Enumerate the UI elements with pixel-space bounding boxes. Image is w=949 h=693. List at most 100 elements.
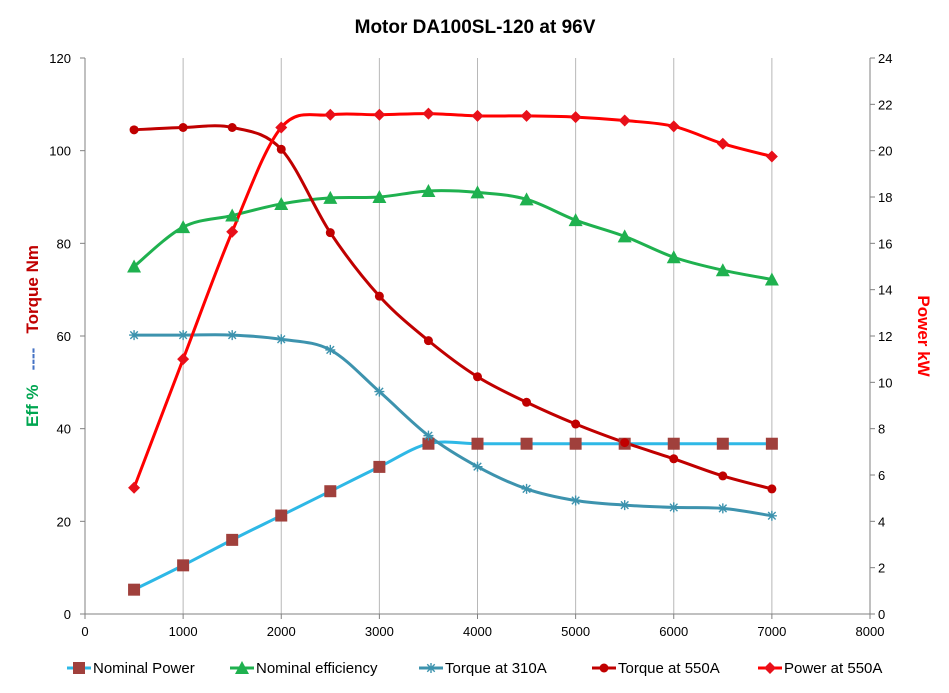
- legend-label-torque-at-310a: Torque at 310A: [445, 660, 547, 677]
- nominal-efficiency-point: [225, 208, 240, 222]
- legend-marker-nominal-efficiency: [235, 661, 249, 674]
- x-tick-label: 4000: [463, 624, 492, 639]
- nominal-efficiency-point: [764, 272, 779, 286]
- nominal-efficiency-point: [470, 185, 485, 199]
- right-tick-label: 14: [878, 283, 892, 298]
- torque-at-550a-point: [276, 144, 286, 154]
- left-tick-label: 20: [57, 514, 71, 529]
- nominal-power-point: [520, 437, 533, 450]
- right-tick-label: 0: [878, 607, 885, 622]
- torque-at-310a-point: [766, 510, 777, 521]
- power-at-550a-point: [177, 353, 190, 366]
- torque-at-310a-point: [521, 483, 532, 494]
- torque-at-550a-point: [669, 454, 679, 464]
- nominal-power-point: [422, 437, 435, 450]
- torque-at-550a-point: [620, 438, 630, 448]
- legend-marker-nominal-power: [73, 662, 85, 674]
- right-tick-label: 20: [878, 144, 892, 159]
- nominal-power-point: [275, 509, 288, 522]
- left-tick-label: 100: [49, 144, 71, 159]
- left-tick-label: 120: [49, 51, 71, 66]
- torque-at-550a-line: [133, 124, 773, 491]
- torque-at-310a-point: [423, 430, 434, 441]
- right-tick-label: 6: [878, 468, 885, 483]
- x-tick-label: 1000: [169, 624, 198, 639]
- left-tick-label: 40: [57, 422, 71, 437]
- nominal-power-point: [716, 437, 729, 450]
- nominal-power-point: [765, 437, 778, 450]
- nominal-efficiency-point: [568, 213, 583, 227]
- nominal-efficiency-point: [372, 190, 387, 203]
- torque-at-550a-point: [129, 125, 139, 135]
- torque-at-310a-point: [472, 461, 483, 472]
- torque-at-310a-point: [717, 503, 728, 514]
- left-axis-label: Eff % ---- Torque Nm: [23, 245, 42, 427]
- nominal-efficiency-point: [274, 196, 289, 210]
- legend-marker-torque-at-310a: [426, 663, 436, 673]
- nominal-power-point: [667, 437, 680, 450]
- torque-at-550a-point: [178, 123, 188, 132]
- nominal-efficiency-line: [133, 189, 773, 281]
- nominal-efficiency-point: [323, 190, 338, 204]
- torque-at-550a-point: [718, 471, 728, 481]
- x-tick-label: 3000: [365, 624, 394, 639]
- torque-at-550a-point: [325, 228, 335, 238]
- torque-at-310a-point: [570, 495, 581, 506]
- power-at-550a-point: [422, 107, 435, 120]
- power-at-550a-point: [569, 111, 582, 124]
- torque-at-310a-point: [276, 334, 287, 345]
- legend: Nominal Power Nominal efficiency Torque at…: [67, 660, 882, 677]
- right-tick-label: 2: [878, 561, 885, 576]
- torque-at-550a-point: [227, 123, 237, 132]
- axes: [80, 57, 875, 619]
- right-tick-label: 10: [878, 375, 892, 390]
- legend-label-power-at-550a: Power at 550A: [784, 660, 882, 677]
- torque-at-550a-point: [473, 372, 482, 382]
- power-at-550a-point: [520, 109, 533, 122]
- legend-label-nominal-efficiency: Nominal efficiency: [256, 660, 378, 677]
- left-tick-label: 0: [64, 607, 71, 622]
- left-axis-label-part: Eff %: [23, 384, 42, 427]
- torque-at-310a-line: [134, 333, 773, 518]
- power-at-550a-point: [275, 121, 288, 134]
- right-tick-label: 22: [878, 97, 892, 112]
- axis-labels: 0 1000 2000 3000 4000 5000 6000 7000 80000204060…: [23, 51, 933, 639]
- torque-at-550a-point: [522, 397, 532, 407]
- torque-at-550a-point: [374, 291, 384, 301]
- x-tick-label: 7000: [757, 624, 786, 639]
- torque-at-310a-point: [325, 344, 336, 355]
- right-tick-label: 4: [878, 514, 885, 529]
- nominal-efficiency-point: [519, 192, 534, 206]
- x-tick-label: 8000: [856, 624, 885, 639]
- nominal-power-point: [177, 559, 190, 572]
- nominal-power-point: [128, 583, 141, 596]
- nominal-efficiency-point: [421, 183, 436, 197]
- nominal-power-point: [373, 460, 386, 473]
- nominal-power-point: [226, 533, 239, 546]
- x-tick-label: 2000: [267, 624, 296, 639]
- power-at-550a-point: [373, 108, 386, 121]
- power-at-550a-point: [765, 150, 778, 163]
- torque-at-310a-point: [619, 500, 630, 511]
- right-axis-label: Power kW: [914, 295, 933, 377]
- x-tick-label: 0: [81, 624, 88, 639]
- right-tick-label: 18: [878, 190, 892, 205]
- torque-at-310a-point: [227, 330, 238, 341]
- nominal-efficiency-point: [666, 250, 681, 264]
- nominal-power-point: [471, 437, 484, 450]
- left-axis-label-part: Torque Nm: [23, 245, 42, 333]
- nominal-power-point: [324, 485, 337, 498]
- series-markers: [127, 107, 779, 596]
- power-at-550a-point: [618, 114, 631, 127]
- nominal-power-point: [569, 437, 582, 450]
- legend-marker-power-at-550a: [764, 662, 776, 674]
- torque-at-310a-point: [668, 502, 679, 513]
- left-tick-label: 60: [57, 329, 71, 344]
- legend-label-nominal-power: Nominal Power: [93, 660, 195, 677]
- torque-at-310a-point: [374, 386, 385, 397]
- right-tick-label: 16: [878, 236, 892, 251]
- torque-at-310a-point: [129, 330, 140, 341]
- torque-at-550a-point: [767, 484, 777, 494]
